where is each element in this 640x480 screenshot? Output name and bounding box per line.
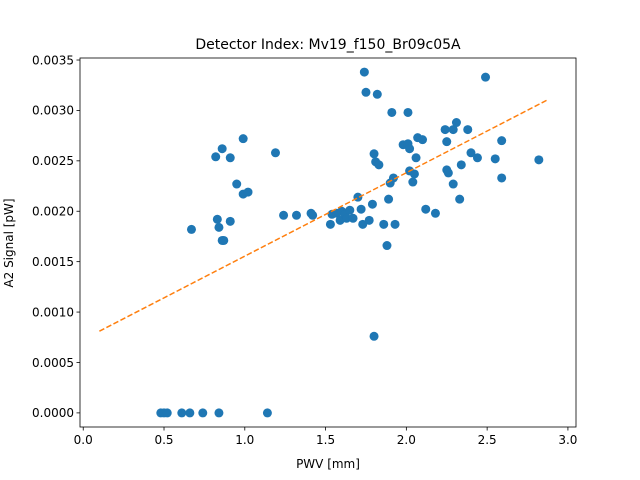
data-point [198,408,208,418]
data-point [177,408,187,418]
x-tick-label: 2.5 [478,433,497,447]
y-axis-label: A2 Signal [pW] [2,198,16,287]
y-tick-label: 0.0000 [32,406,74,420]
data-point [379,219,389,229]
data-point [463,125,473,135]
chart-title: Detector Index: Mv19_f150_Br09c05A [195,37,461,53]
x-tick-label: 0.0 [74,433,93,447]
data-point [421,204,431,214]
data-point [440,125,450,135]
data-point [356,204,366,214]
x-tick-label: 1.5 [316,433,335,447]
data-point [455,194,465,204]
axes: 0.0 0.5 1.0 1.5 2.0 2.5 3.0 0.0000 0.0005 0.0010 0… [32,53,577,447]
data-point [374,160,384,170]
fit-line [99,98,549,332]
x-axis-label: PWV [mm] [296,457,360,471]
data-point [217,144,227,154]
y-tick-label: 0.0010 [32,305,74,319]
data-point [497,136,507,146]
data-point [162,408,172,418]
data-point [325,219,335,229]
data-point [232,179,242,189]
y-tick-label: 0.0015 [32,255,74,269]
data-point [448,125,458,135]
data-point [451,118,461,128]
data-point [212,214,222,224]
data-point [448,179,458,189]
x-tick-label: 3.0 [558,433,577,447]
data-point [186,224,196,234]
data-point [270,148,280,158]
data-point [353,192,363,202]
data-point [185,408,195,418]
data-point [358,219,368,229]
data-point [279,210,289,220]
x-tick-label: 1.0 [235,433,254,447]
data-point [408,177,418,187]
plot-frame [79,57,577,428]
data-point [367,199,377,209]
y-tick-label: 0.0030 [32,104,74,118]
x-tick-label: 2.0 [397,433,416,447]
data-point [456,160,466,170]
data-point [372,89,382,99]
data-point [214,408,224,418]
data-point [369,149,379,159]
data-point [387,107,397,117]
data-point [481,72,491,82]
data-point [211,152,221,162]
data-point [345,205,355,215]
data-point [225,216,235,226]
data-point [409,169,419,179]
data-point [442,137,452,147]
data-point [348,213,358,223]
data-point [225,153,235,163]
plot-area [99,67,549,418]
data-point [238,134,248,144]
data-point [214,222,224,232]
data-point [262,408,272,418]
data-point [403,107,413,117]
data-point [361,87,371,97]
y-tick-label: 0.0025 [32,154,74,168]
x-tick-label: 0.5 [154,433,173,447]
data-point [243,187,253,197]
data-point [497,173,507,183]
data-point [466,148,476,158]
data-point [490,154,500,164]
data-point [382,241,392,251]
data-point [472,153,482,163]
data-point [443,168,453,178]
y-tick-label: 0.0035 [32,53,74,67]
data-point [411,153,421,163]
data-point [219,235,229,245]
data-point [405,144,415,154]
data-point [430,208,440,218]
data-point [359,67,369,77]
data-point [390,219,400,229]
y-tick-label: 0.0005 [32,356,74,370]
data-point [384,194,394,204]
data-point [308,210,318,220]
data-point [364,215,374,225]
data-point [418,135,428,145]
data-point [291,210,301,220]
data-point [342,213,352,223]
data-point [369,331,379,341]
data-point [534,155,544,165]
y-tick-label: 0.0020 [32,205,74,219]
